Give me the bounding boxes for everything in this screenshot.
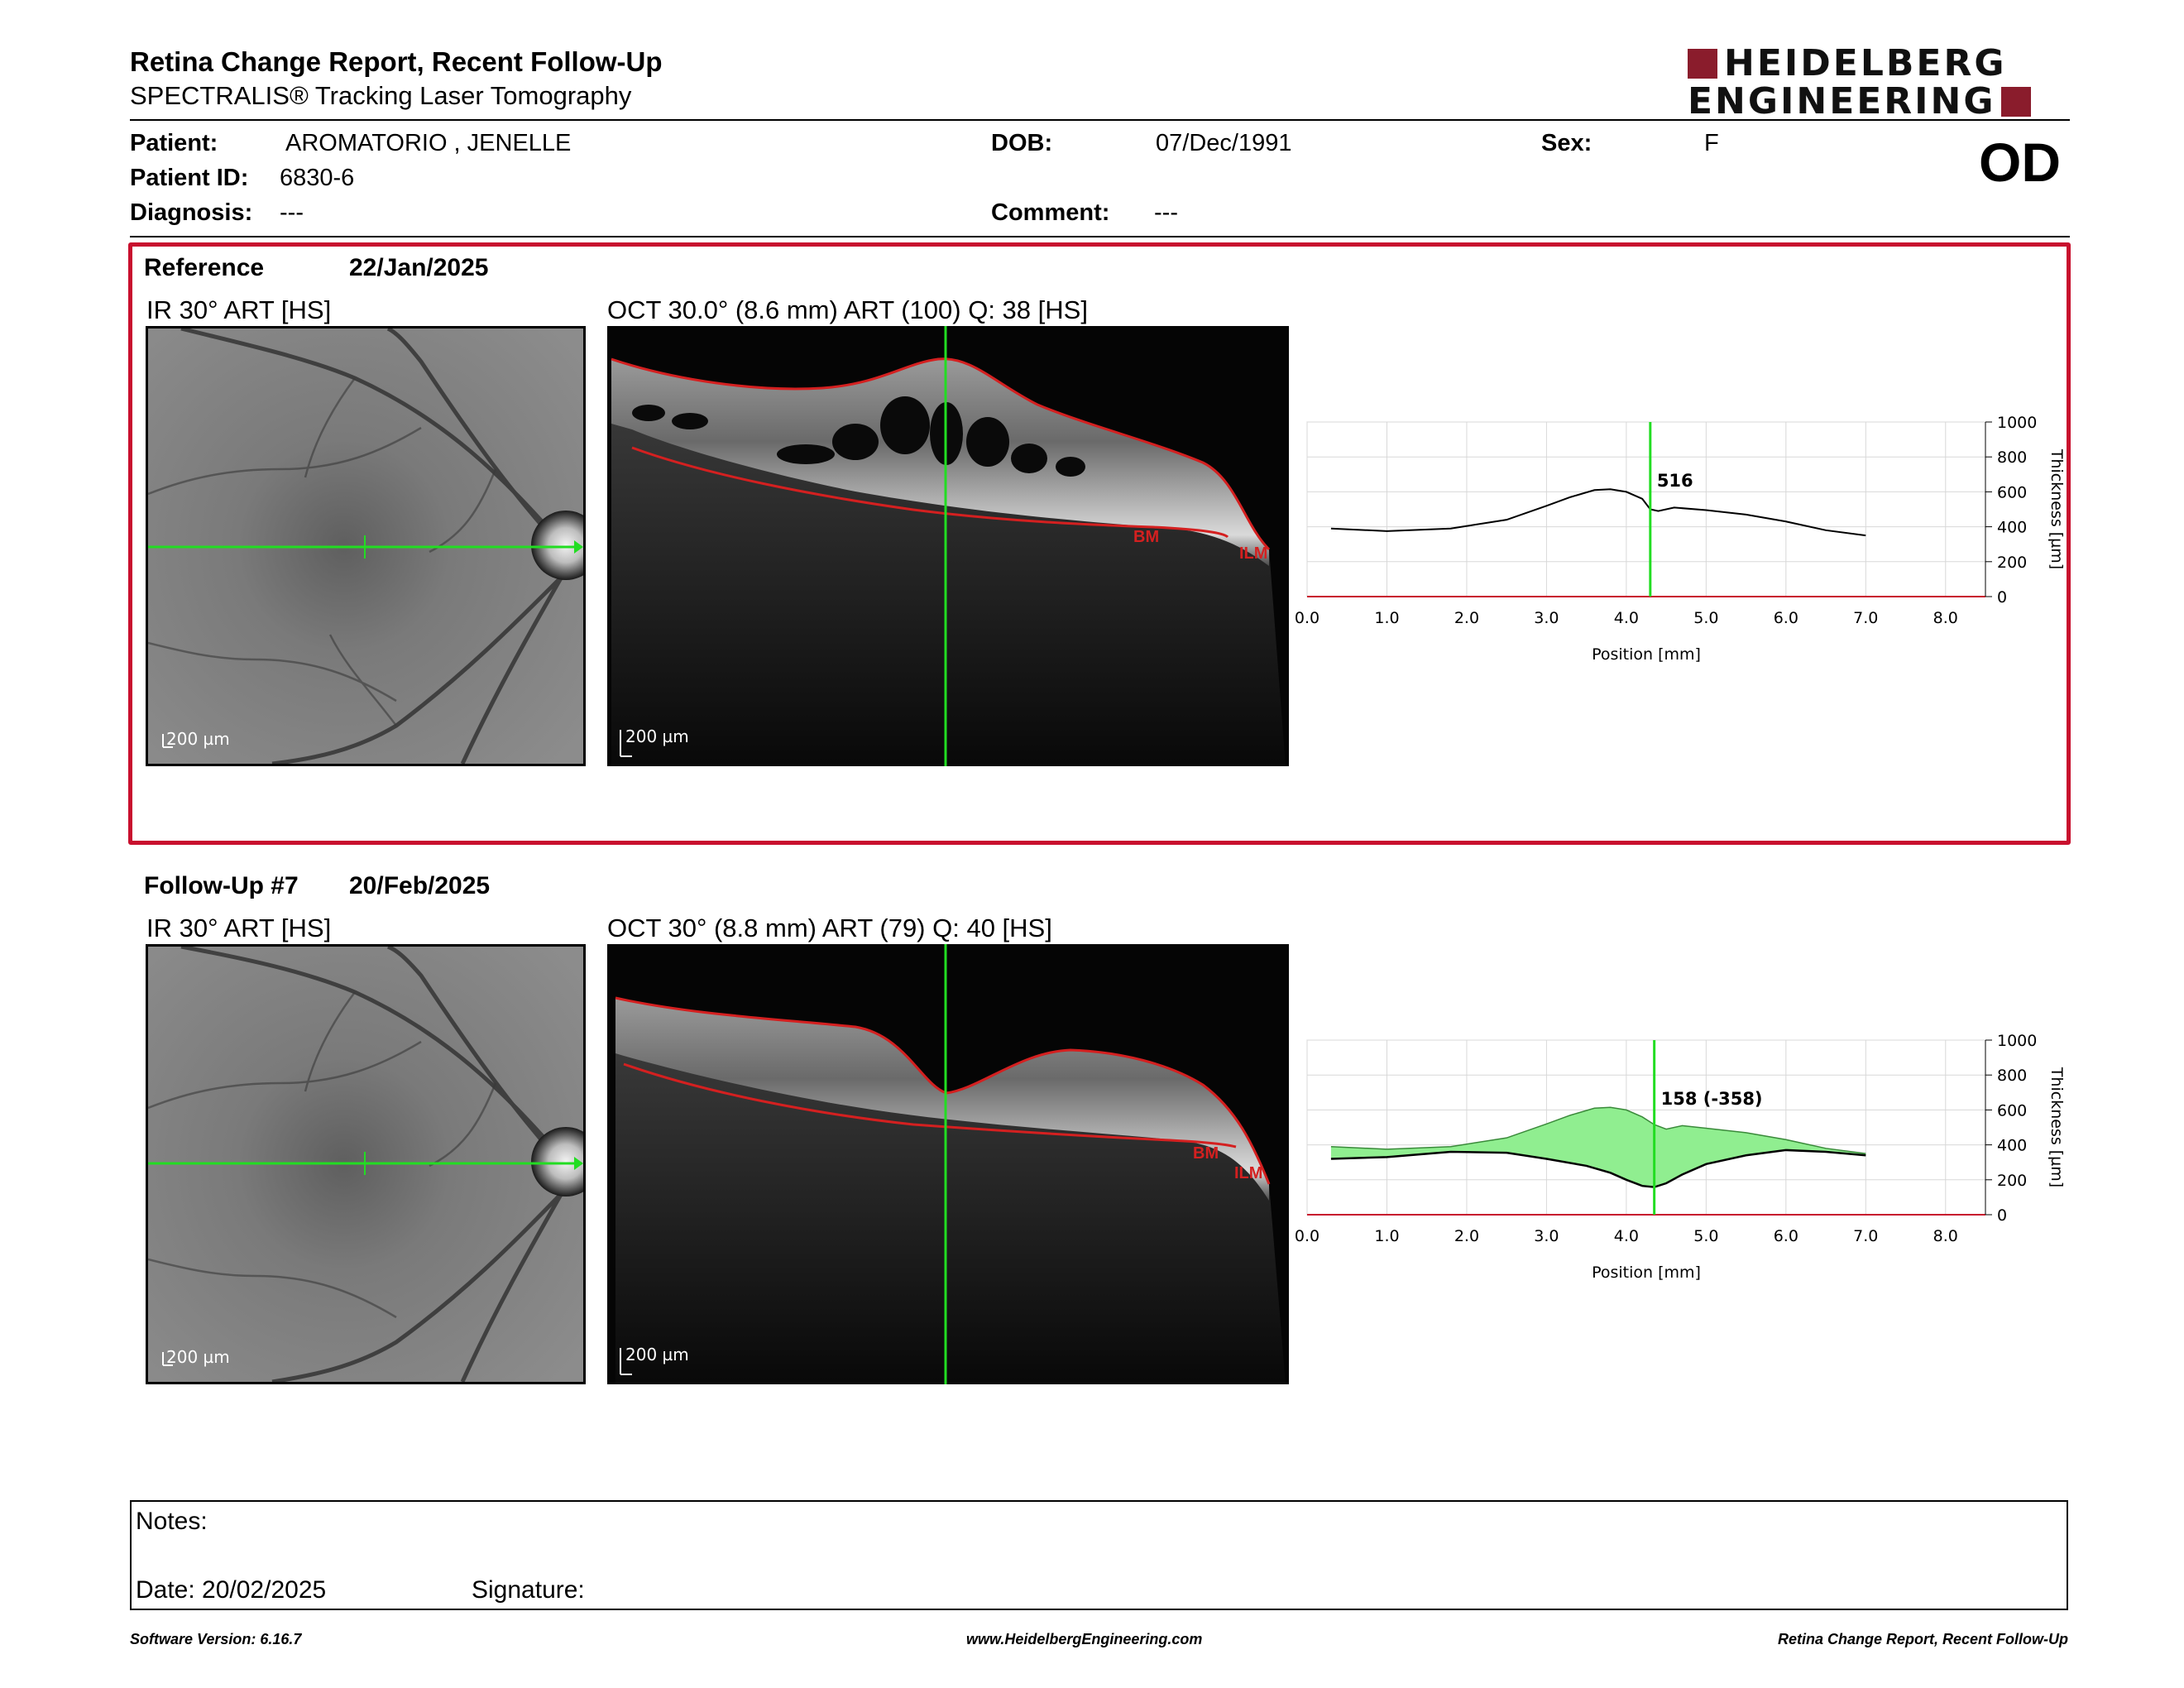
y-tick-label: 200	[1997, 554, 2027, 572]
diagnosis-label: Diagnosis:	[130, 199, 253, 226]
reference-fundus-image: 200 µm	[146, 326, 586, 766]
reference-label: Reference	[144, 254, 265, 281]
y-tick-label: 600	[1997, 483, 2027, 501]
followup-fundus-image: 200 µm	[146, 944, 586, 1384]
report-title: Retina Change Report, Recent Follow-Up	[130, 46, 663, 77]
patient-info-divider	[130, 236, 2070, 237]
reference-oct-scale-label: 200 µm	[625, 727, 689, 746]
x-tick-label: 3.0	[1534, 609, 1559, 627]
diagnosis-value: ---	[280, 199, 304, 226]
logo-line-1: HEIDELBERG	[1724, 42, 2007, 84]
notes-date: Date: 20/02/2025	[136, 1576, 327, 1604]
x-tick-label: 8.0	[1933, 609, 1958, 627]
x-tick-label: 2.0	[1454, 609, 1479, 627]
y-tick-label: 800	[1997, 448, 2027, 467]
x-tick-label: 4.0	[1614, 609, 1639, 627]
y-tick-label: 1000	[1997, 1032, 2037, 1050]
x-tick-label: 1.0	[1374, 1227, 1399, 1245]
x-tick-label: 5.0	[1693, 1227, 1718, 1245]
x-tick-label: 8.0	[1933, 1227, 1958, 1245]
patient-id-label: Patient ID:	[130, 165, 249, 191]
reference-frame	[128, 242, 2071, 845]
followup-date: 20/Feb/2025	[349, 872, 491, 899]
signature-label: Signature:	[472, 1576, 585, 1604]
followup-ir-caption: IR 30° ART [HS]	[146, 914, 332, 942]
report-subtitle: SPECTRALIS® Tracking Laser Tomography	[130, 81, 632, 110]
dob-value: 07/Dec/1991	[1156, 130, 1292, 156]
reference-fundus-svg	[148, 328, 583, 764]
website-link[interactable]: www.HeidelbergEngineering.com	[966, 1631, 1203, 1647]
x-tick-label: 7.0	[1853, 1227, 1878, 1245]
y-tick-label: 600	[1997, 1101, 2027, 1120]
reference-date: 22/Jan/2025	[349, 254, 489, 281]
notes-label: Notes:	[136, 1508, 208, 1535]
followup-fundus-svg	[148, 947, 583, 1382]
x-axis-label: Position [mm]	[1592, 645, 1701, 664]
plot-area	[1306, 421, 1986, 597]
x-tick-label: 7.0	[1853, 609, 1878, 627]
current-thickness-line	[1330, 1149, 1866, 1188]
baseline-thickness-line	[1330, 1106, 1866, 1154]
y-axis-label: Thickness [µm]	[2048, 448, 2066, 569]
reference-oct-caption: OCT 30.0° (8.6 mm) ART (100) Q: 38 [HS]	[607, 295, 1088, 324]
patient-name: AROMATORIO , JENELLE	[285, 130, 572, 156]
sex-label: Sex:	[1541, 130, 1592, 156]
y-tick-label: 400	[1997, 519, 2027, 537]
logo-square-icon	[1688, 49, 1717, 79]
x-tick-label: 4.0	[1614, 1227, 1639, 1245]
reference-oct-image: BM ILM 200 µm	[607, 326, 1289, 766]
y-axis-label: Thickness [µm]	[2048, 1067, 2066, 1187]
footer-report-name: Retina Change Report, Recent Follow-Up	[1777, 1631, 2068, 1647]
x-tick-label: 6.0	[1774, 1227, 1798, 1245]
reference-ilm-label: ILM	[1239, 544, 1268, 563]
reference-thickness-chart: 0.0 1.0 2.0 3.0 4.0 5.0 6.0 7.0 8.0 0 200 400 600 800…	[1295, 414, 2066, 664]
reference-ir-scale-label: 200 µm	[166, 729, 230, 749]
eye-indicator: OD	[1979, 132, 2061, 193]
y-tick-label: 800	[1997, 1067, 2027, 1085]
followup-oct-svg	[615, 944, 1286, 1384]
y-tick-label: 1000	[1997, 414, 2037, 432]
y-tick-label: 0	[1997, 588, 2007, 607]
notes-box	[130, 1500, 2068, 1610]
thickness-line	[1330, 488, 1866, 537]
followup-ilm-label: ILM	[1234, 1164, 1263, 1182]
comment-label: Comment:	[991, 199, 1110, 226]
dob-label: DOB:	[991, 130, 1053, 156]
followup-ir-scale-label: 200 µm	[166, 1347, 230, 1367]
followup-thickness-chart: 0.0 1.0 2.0 3.0 4.0 5.0 6.0 7.0 8.0 0 200 400 600 800…	[1295, 1032, 2066, 1282]
x-tick-label: 0.0	[1295, 609, 1320, 627]
x-tick-label: 3.0	[1534, 1227, 1559, 1245]
header-divider	[130, 119, 2070, 121]
followup-oct-image: BM ILM 200 µm	[607, 944, 1289, 1384]
reference-ir-caption: IR 30° ART [HS]	[146, 295, 332, 324]
patient-label: Patient:	[130, 130, 218, 156]
comment-value: ---	[1154, 199, 1178, 226]
patient-id-value: 6830-6	[280, 165, 355, 191]
reference-oct-svg	[611, 326, 1286, 766]
logo-line-2: ENGINEERING	[1688, 80, 1996, 122]
x-axis-label: Position [mm]	[1592, 1264, 1701, 1282]
reference-bm-label: BM	[1133, 528, 1160, 546]
x-tick-label: 0.0	[1295, 1227, 1320, 1245]
followup-label: Follow-Up #7	[144, 872, 299, 899]
cursor-value-label: 516	[1657, 471, 1693, 491]
x-tick-label: 2.0	[1454, 1227, 1479, 1245]
x-tick-label: 5.0	[1693, 609, 1718, 627]
software-version: Software Version: 6.16.7	[130, 1631, 302, 1647]
followup-oct-caption: OCT 30° (8.8 mm) ART (79) Q: 40 [HS]	[607, 914, 1052, 942]
logo-square-icon	[2000, 87, 2031, 117]
y-tick-label: 400	[1997, 1137, 2027, 1155]
followup-bm-label: BM	[1193, 1144, 1219, 1163]
followup-oct-scale-label: 200 µm	[625, 1345, 689, 1364]
cursor-value-label: 158 (-358)	[1661, 1089, 1763, 1109]
x-tick-label: 1.0	[1374, 609, 1399, 627]
y-tick-label: 0	[1997, 1206, 2007, 1225]
y-tick-label: 200	[1997, 1172, 2027, 1190]
x-tick-label: 6.0	[1774, 609, 1798, 627]
thickness-loss-area	[1330, 1107, 1866, 1187]
heidelberg-logo: HEIDELBERG ENGINEERING	[1688, 45, 2031, 121]
sex-value: F	[1704, 130, 1719, 156]
